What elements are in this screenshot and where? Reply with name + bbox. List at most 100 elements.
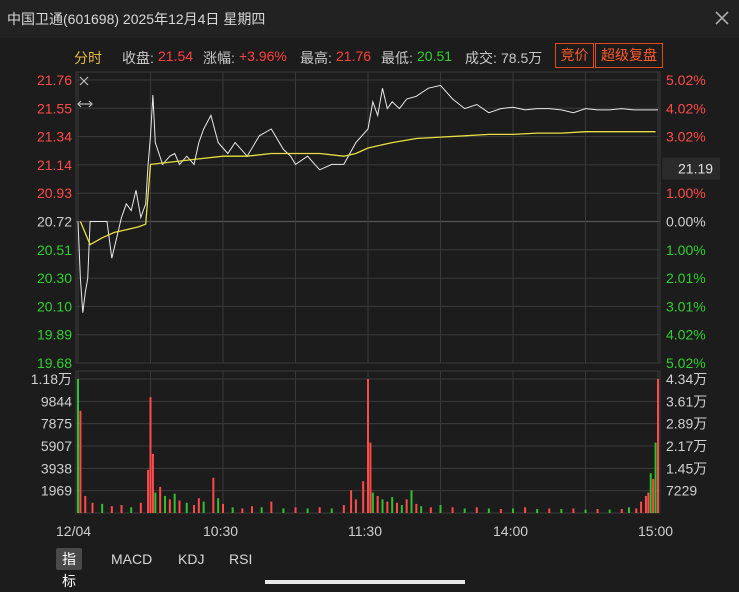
volume-bar <box>391 497 394 513</box>
volume-value: 78.5万 <box>501 50 543 66</box>
volume-bar <box>396 502 398 513</box>
volume-bar <box>647 492 650 513</box>
volume-bar <box>154 492 157 513</box>
volume-bar <box>197 498 200 513</box>
volume-bar <box>652 478 655 513</box>
amount-tick-label: 4.34万 <box>666 371 707 387</box>
price-tick-label: 20.10 <box>37 298 72 314</box>
volume-bar <box>400 505 403 513</box>
volume-bar <box>77 379 79 513</box>
volume-bar <box>635 508 638 513</box>
average-price-line <box>79 131 656 246</box>
volume-bar <box>386 501 389 513</box>
volume-bar <box>217 498 220 513</box>
volume-bar <box>451 507 454 513</box>
price-tick-label: 20.51 <box>37 242 72 258</box>
price-tick-label: 21.55 <box>37 100 72 116</box>
volume-tick-label: 3938 <box>41 460 72 476</box>
intraday-chart[interactable]: 21.76 21.55 21.34 21.14 20.93 20.72 20.51 20.30… <box>0 0 739 545</box>
tab-rsi[interactable]: RSI <box>229 551 253 567</box>
volume-bars <box>77 379 659 513</box>
volume-bar <box>222 503 224 513</box>
low-value: 20.51 <box>417 48 453 64</box>
price-line <box>77 84 658 313</box>
time-axis: 12/04 10:30 11:30 14:00 15:00 <box>56 523 673 539</box>
amount-tick-label: 2.89万 <box>666 416 707 432</box>
volume-bar <box>499 509 502 513</box>
volume-bar <box>149 397 152 513</box>
volume-bar <box>369 442 372 513</box>
tab-macd[interactable]: MACD <box>111 551 153 567</box>
volume-bar <box>572 508 575 513</box>
amount-tick-label: 2.17万 <box>666 438 707 454</box>
window-title: 中国卫通(601698) 2025年12月4日 星期四 <box>7 11 266 27</box>
percent-tick-label: 3.02% <box>666 129 706 145</box>
volume-bar <box>463 508 466 513</box>
volume-tick-label: 5907 <box>41 438 72 454</box>
quote-info-bar: 分时 收盘: 21.54 涨幅: +3.96% 最高: 21.76 最低: 20… <box>0 40 739 70</box>
time-tick-label: 11:30 <box>348 523 382 539</box>
volume-bar <box>212 477 215 513</box>
crosshair-toggle-icon[interactable] <box>79 76 89 86</box>
volume-tick-label: 7875 <box>41 416 72 432</box>
expand-horizontal-icon[interactable] <box>77 100 93 108</box>
volume-bar <box>654 442 657 513</box>
volume-bar <box>367 379 369 513</box>
percent-tick-label: 4.02% <box>666 100 706 116</box>
price-tick-label: 19.89 <box>37 327 72 343</box>
percent-tick-label: 5.02% <box>666 72 706 88</box>
auction-button[interactable]: 竞价 <box>555 43 594 68</box>
volume-bar <box>381 499 384 513</box>
volume-bar <box>420 506 423 513</box>
volume-bar <box>330 508 333 513</box>
volume-bar <box>628 507 630 513</box>
volume-bar <box>487 508 490 513</box>
volume-bar <box>415 503 418 513</box>
volume-bar <box>371 492 374 513</box>
volume-label: 成交: <box>465 50 497 66</box>
change-value: +3.96% <box>239 48 287 64</box>
tab-indicator[interactable]: 指标 <box>56 548 82 589</box>
volume-bar <box>251 506 253 513</box>
volume-bar <box>84 495 87 513</box>
volume-bar <box>350 490 353 513</box>
volume-bar <box>548 508 551 513</box>
percent-tick-label: 0.00% <box>666 214 706 230</box>
high-label: 最高: <box>300 50 332 66</box>
volume-bar <box>362 481 365 513</box>
time-tick-label: 15:00 <box>638 523 673 539</box>
percent-tick-label: 3.01% <box>666 298 706 314</box>
price-tick-label: 20.72 <box>37 214 72 230</box>
volume-bar <box>164 495 166 513</box>
close-label: 收盘: <box>122 50 154 66</box>
volume-bar <box>475 507 478 513</box>
mode-label[interactable]: 分时 <box>74 50 102 66</box>
volume-tick-label: 1969 <box>41 483 72 499</box>
volume-bar <box>560 509 563 513</box>
time-tick-label: 10:30 <box>203 523 238 539</box>
volume-bar <box>608 509 611 513</box>
high-value: 21.76 <box>336 48 372 64</box>
super-replay-button[interactable]: 超级复盘 <box>595 43 663 68</box>
volume-bar <box>644 495 647 513</box>
volume-bar <box>405 499 408 513</box>
scrollbar[interactable] <box>265 580 465 584</box>
amount-tick-label: 3.61万 <box>666 393 707 409</box>
volume-bar <box>139 502 142 513</box>
volume-bar <box>342 505 345 513</box>
volume-bar <box>159 486 162 513</box>
volume-tick-label: 9844 <box>41 393 72 409</box>
percent-tick-label: 1.00% <box>666 242 706 258</box>
volume-bar <box>306 508 309 513</box>
tab-kdj[interactable]: KDJ <box>178 551 205 567</box>
price-tick-label: 20.93 <box>37 185 72 201</box>
volume-bar <box>376 495 379 513</box>
volume-bar <box>512 508 514 513</box>
close-icon[interactable] <box>713 9 731 27</box>
volume-bar <box>282 508 285 513</box>
percent-tick-label: 4.02% <box>666 327 706 343</box>
price-lines <box>77 84 658 313</box>
percent-axis: 5.02%4.02%3.02%2.01%1.00%0.00%1.00%2.01%… <box>662 72 720 371</box>
price-axis: 21.76 21.55 21.34 21.14 20.93 20.72 20.51 20.30… <box>37 72 72 371</box>
price-tick-label: 20.30 <box>37 270 72 286</box>
